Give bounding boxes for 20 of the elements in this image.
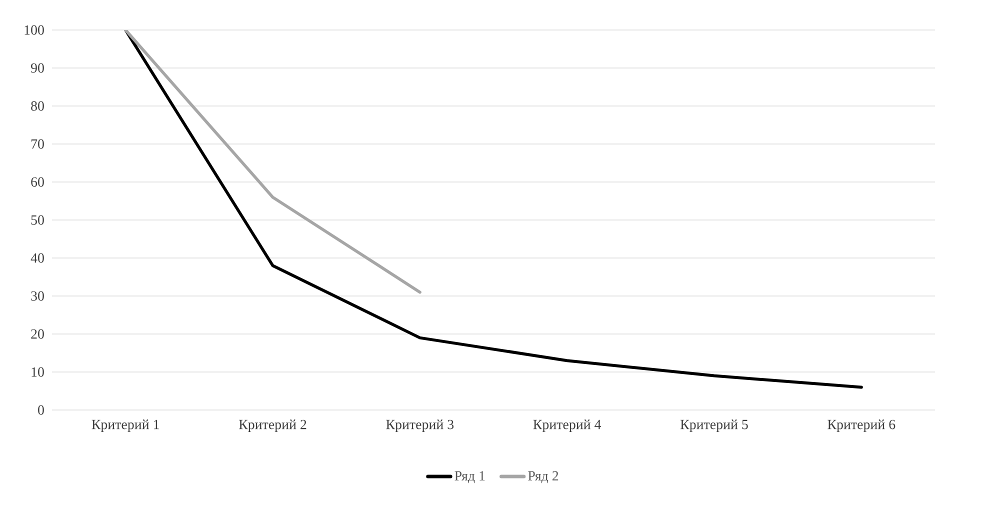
x-tick-label: Критерий 4 <box>533 420 602 432</box>
y-tick-label: 50 <box>31 215 44 225</box>
legend-label: Ряд 2 <box>528 471 558 484</box>
y-tick-label: 10 <box>32 367 44 377</box>
y-tick-label: 20 <box>31 329 44 339</box>
y-tick-label: 30 <box>31 291 44 301</box>
y-tick-label: 80 <box>31 101 44 111</box>
y-tick-label: 60 <box>31 177 44 187</box>
x-tick-label: Критерий 2 <box>238 420 306 432</box>
x-tick-label: Критерий 3 <box>386 420 454 432</box>
y-tick-label: 0 <box>38 405 44 415</box>
y-tick-label: 100 <box>24 25 44 35</box>
y-tick-label: 40 <box>30 253 44 263</box>
y-tick-label: 70 <box>31 139 44 149</box>
x-tick-label: Критерий 5 <box>680 420 748 432</box>
legend-label: Ряд 1 <box>454 471 485 484</box>
x-tick-label: Критерий 6 <box>828 420 896 432</box>
line-series <box>124 30 863 389</box>
x-tick-label: Критерий 1 <box>92 420 159 432</box>
y-tick-label: 90 <box>30 63 44 73</box>
